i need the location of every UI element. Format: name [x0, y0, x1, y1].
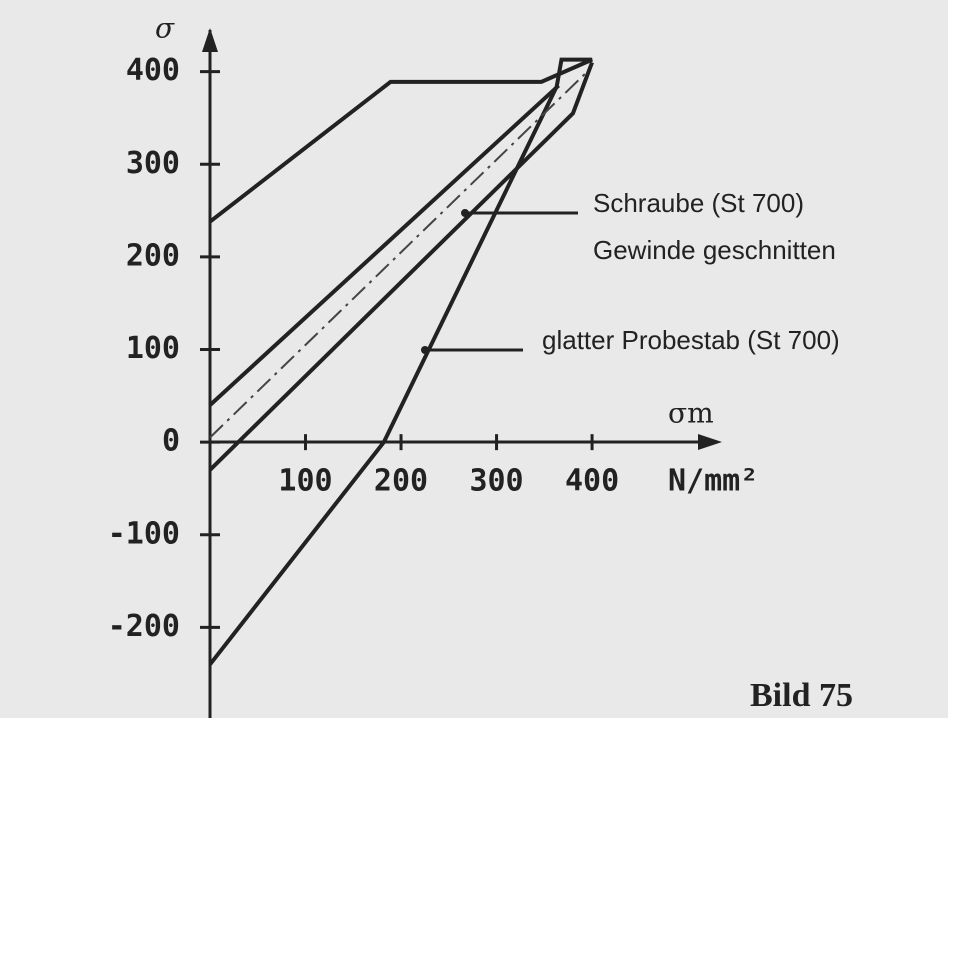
x-tick-label: 400 — [565, 464, 619, 499]
annotation: Schraube (St 700) — [593, 188, 804, 218]
x-axis-label: σm — [668, 397, 714, 430]
series-line — [208, 84, 560, 407]
annotation: glatter Probestab (St 700) — [542, 325, 840, 355]
series-line — [209, 70, 588, 439]
y-tick-label: 300 — [126, 146, 180, 181]
y-tick-label: 100 — [126, 331, 180, 366]
y-tick-label: 200 — [126, 238, 180, 273]
series-line — [208, 61, 594, 472]
y-tick-label: -200 — [108, 609, 180, 644]
y-tick-label: -100 — [108, 516, 180, 551]
scan-background — [0, 0, 948, 718]
y-axis-label: σ — [155, 12, 175, 45]
y-tick-label: 0 — [162, 424, 180, 459]
x-tick-label: 300 — [469, 464, 523, 499]
annotation: Gewinde geschnitten — [593, 235, 836, 265]
series-line — [208, 57, 593, 666]
y-arrow — [202, 28, 218, 52]
x-tick-label: 100 — [278, 464, 332, 499]
x-arrow — [698, 434, 722, 450]
x-tick-label: 200 — [374, 464, 428, 499]
y-tick-label: 400 — [126, 53, 180, 88]
x-axis-unit: N/mm² — [668, 464, 758, 499]
figure-label: Bild 75 — [750, 677, 853, 714]
